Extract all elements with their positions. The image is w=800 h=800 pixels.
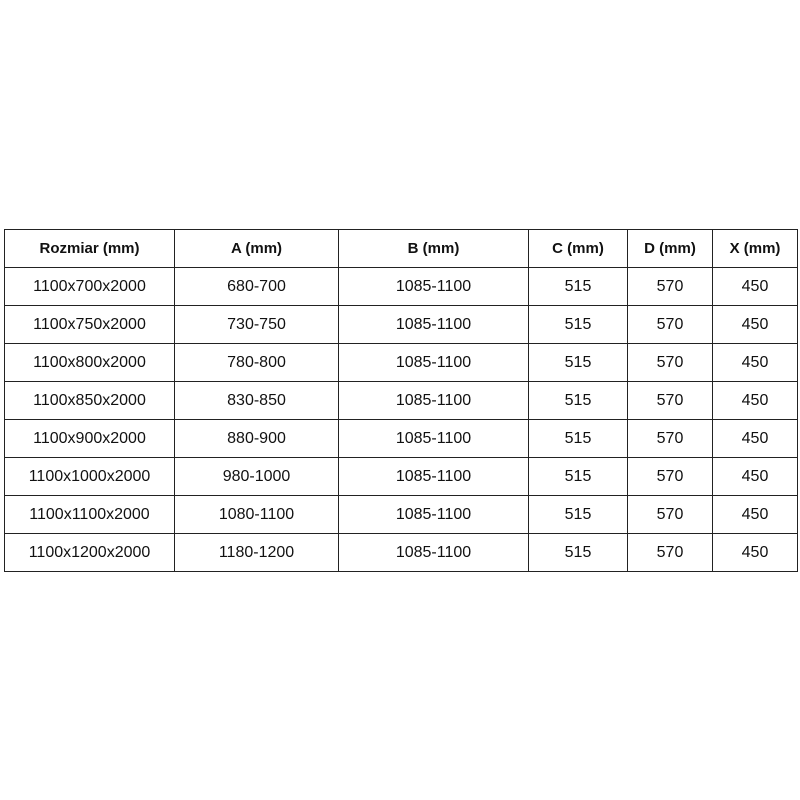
table-cell: 515 [528, 419, 628, 458]
table-cell: 1085-1100 [338, 457, 529, 496]
table-cell: 450 [712, 419, 798, 458]
table-cell: 570 [627, 495, 713, 534]
table-cell: 1100x750x2000 [4, 305, 175, 344]
table-row: 1100x800x2000 780-800 1085-1100 515 570 450 [4, 343, 798, 382]
table-cell: 830-850 [174, 381, 339, 420]
table-cell: 1180-1200 [174, 533, 339, 572]
table-cell: 450 [712, 495, 798, 534]
table-cell: 570 [627, 533, 713, 572]
table-cell: 570 [627, 419, 713, 458]
table-cell: 1085-1100 [338, 267, 529, 306]
table-cell: 730-750 [174, 305, 339, 344]
header-row: Rozmiar (mm) A (mm) B (mm) C (mm) D (mm) X (m… [4, 229, 798, 268]
table-row: 1100x1200x2000 1180-1200 1085-1100 515 570 45… [4, 533, 798, 572]
table-cell: 1100x850x2000 [4, 381, 175, 420]
table-cell: 1100x900x2000 [4, 419, 175, 458]
table-cell: 1080-1100 [174, 495, 339, 534]
column-header: C (mm) [528, 229, 628, 268]
table-cell: 1100x700x2000 [4, 267, 175, 306]
table-cell: 570 [627, 305, 713, 344]
table-cell: 515 [528, 267, 628, 306]
table-cell: 1100x800x2000 [4, 343, 175, 382]
table-cell: 1085-1100 [338, 305, 529, 344]
table-cell: 1085-1100 [338, 381, 529, 420]
table-row: 1100x900x2000 880-900 1085-1100 515 570 450 [4, 419, 798, 458]
table-cell: 1085-1100 [338, 533, 529, 572]
table-cell: 1100x1100x2000 [4, 495, 175, 534]
table-row: 1100x700x2000 680-700 1085-1100 515 570 450 [4, 267, 798, 306]
table-cell: 570 [627, 457, 713, 496]
table-cell: 450 [712, 267, 798, 306]
table-cell: 780-800 [174, 343, 339, 382]
table-cell: 515 [528, 495, 628, 534]
table-cell: 450 [712, 533, 798, 572]
table-cell: 680-700 [174, 267, 339, 306]
table-cell: 570 [627, 381, 713, 420]
table-row: 1100x1100x2000 1080-1100 1085-1100 515 570 45… [4, 495, 798, 534]
table-cell: 515 [528, 343, 628, 382]
column-header: Rozmiar (mm) [4, 229, 175, 268]
table-cell: 880-900 [174, 419, 339, 458]
table-cell: 450 [712, 343, 798, 382]
table-cell: 1100x1200x2000 [4, 533, 175, 572]
table-cell: 515 [528, 381, 628, 420]
table-cell: 450 [712, 457, 798, 496]
dimensions-table: Rozmiar (mm) A (mm) B (mm) C (mm) D (mm) X (m… [4, 229, 798, 572]
column-header: X (mm) [712, 229, 798, 268]
table-cell: 515 [528, 305, 628, 344]
table-row: 1100x850x2000 830-850 1085-1100 515 570 450 [4, 381, 798, 420]
table-cell: 450 [712, 381, 798, 420]
column-header: D (mm) [627, 229, 713, 268]
table-cell: 515 [528, 457, 628, 496]
table-row: 1100x750x2000 730-750 1085-1100 515 570 450 [4, 305, 798, 344]
table-cell: 1085-1100 [338, 495, 529, 534]
table-cell: 450 [712, 305, 798, 344]
table-cell: 570 [627, 343, 713, 382]
table-cell: 1085-1100 [338, 419, 529, 458]
table-cell: 1100x1000x2000 [4, 457, 175, 496]
table-cell: 980-1000 [174, 457, 339, 496]
column-header: A (mm) [174, 229, 339, 268]
table-cell: 1085-1100 [338, 343, 529, 382]
table-cell: 515 [528, 533, 628, 572]
table-row: 1100x1000x2000 980-1000 1085-1100 515 570 450 [4, 457, 798, 496]
table-cell: 570 [627, 267, 713, 306]
column-header: B (mm) [338, 229, 529, 268]
